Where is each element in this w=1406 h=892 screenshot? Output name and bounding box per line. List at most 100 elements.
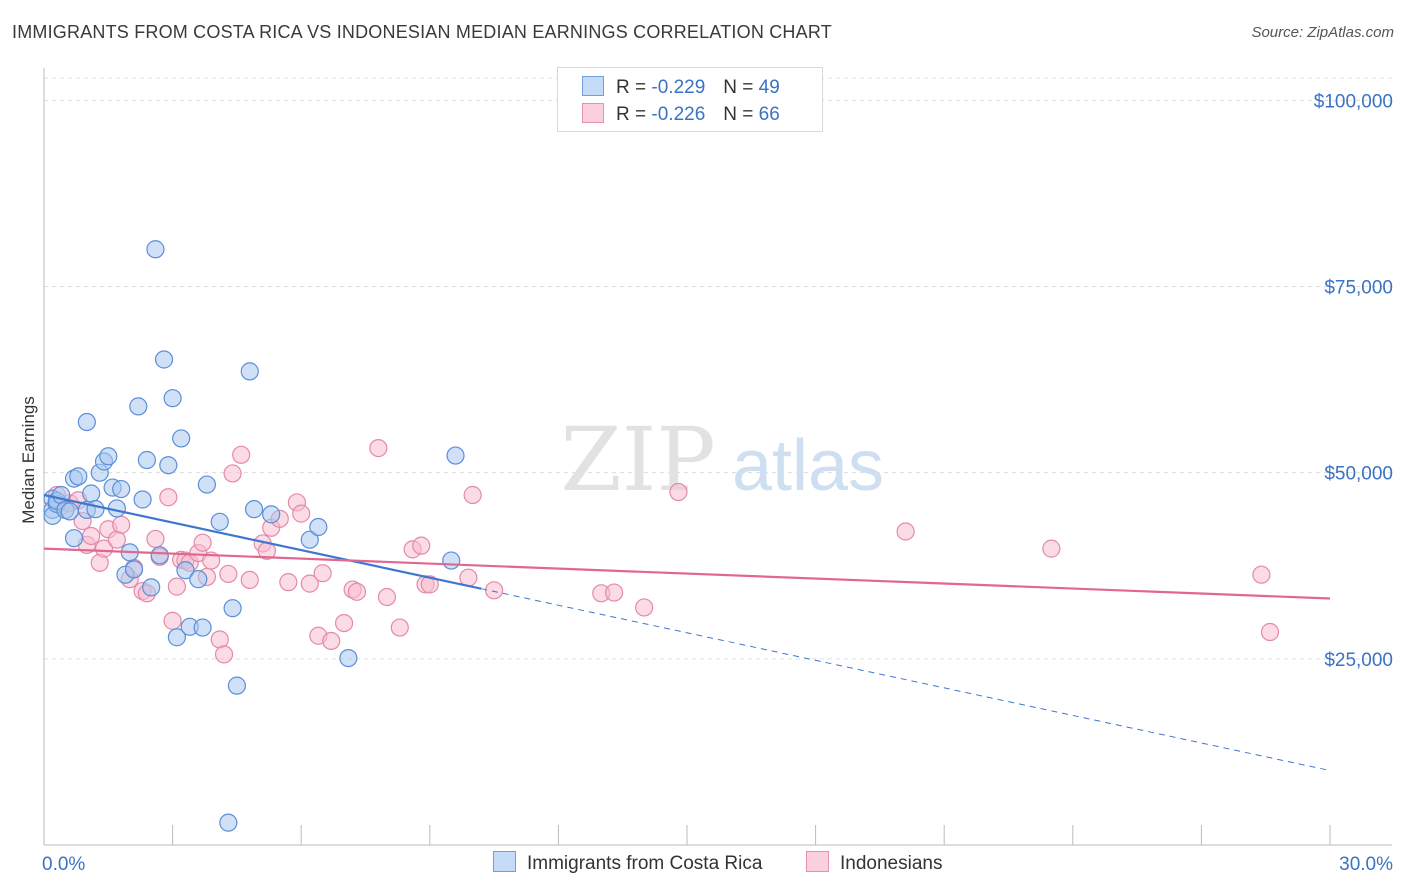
indonesians-point [412, 536, 431, 555]
indonesians-point [223, 464, 242, 483]
costa-rica-point [133, 490, 152, 509]
indonesians-point [240, 570, 259, 590]
legend-n-value: 49 [758, 77, 780, 98]
costa-rica-point [154, 350, 174, 369]
indonesians-point [1260, 622, 1280, 642]
indonesians-point [669, 482, 688, 502]
legend-swatch-pink [582, 103, 604, 123]
costa-rica-point [167, 628, 186, 647]
costa-rica-point [82, 484, 101, 503]
indonesians-point [635, 598, 654, 617]
costa-rica-point [159, 456, 178, 475]
costa-rica-point [142, 578, 161, 597]
indonesians-point [232, 445, 251, 464]
watermark: ZIP atlas [560, 408, 884, 511]
bottom-legend-indonesians: Indonesians [806, 851, 942, 875]
indonesians-point [347, 582, 367, 601]
tick-labels: $25,000 $50,000 $75,000 $100,000 0.0% 30.0% [42, 91, 1393, 875]
costa-rica-point [339, 648, 358, 668]
costa-rica-point [172, 429, 191, 448]
costa-rica-point [129, 397, 148, 416]
legend-row-indonesians: R = -0.226 N = 66 [582, 103, 780, 126]
costa-rica-point [77, 412, 96, 432]
chart-title: IMMIGRANTS FROM COSTA RICA VS INDONESIAN… [12, 22, 832, 42]
indonesians-point [300, 574, 319, 593]
x-tick-label: 0.0% [42, 854, 85, 875]
watermark-zip: ZIP [560, 408, 715, 511]
y-axis-label: Median Earnings [19, 396, 38, 524]
legend-n-label: N = [723, 104, 754, 125]
indonesians-point [112, 515, 131, 534]
costa-rica-point [210, 512, 229, 531]
costa-rica-point [69, 467, 88, 486]
indonesians-point [322, 631, 341, 651]
costa-rica-point [176, 561, 195, 580]
costa-rica-point [163, 389, 182, 408]
costa-rica-point [99, 447, 118, 466]
indonesians-point [896, 522, 915, 541]
costa-rica-point [442, 551, 461, 570]
costa-rica-point [189, 570, 208, 589]
indonesians-point [159, 488, 178, 507]
indonesians-point [292, 504, 311, 523]
legend-r-label: R = [616, 77, 647, 98]
source-credit: Source: ZipAtlas.com [1251, 24, 1394, 41]
indonesians-point [193, 533, 212, 552]
costa-rica-point [300, 530, 319, 549]
bottom-legend-label: Immigrants from Costa Rica [527, 853, 763, 874]
costa-rica-points [43, 240, 465, 832]
costa-rica-point [86, 500, 105, 519]
costa-rica-point [193, 618, 212, 637]
indonesians-point [420, 575, 439, 594]
indonesians-point [214, 645, 234, 664]
indonesians-point [1042, 539, 1061, 558]
bottom-legend-label: Indonesians [840, 853, 943, 874]
costa-rica-point [137, 450, 156, 470]
indonesians-point [1252, 565, 1271, 584]
costa-rica-trend-dashed [481, 588, 1331, 772]
costa-rica-trend-solid [43, 493, 482, 590]
indonesians-point [313, 564, 332, 583]
costa-rica-point [64, 529, 84, 548]
indonesians-point [163, 611, 182, 630]
bottom-legend-costa-rica: Immigrants from Costa Rica [493, 851, 762, 875]
indonesians-point [94, 539, 114, 558]
indonesians-point [390, 618, 409, 637]
costa-rica-point [262, 505, 281, 524]
legend-n-label: N = [723, 77, 754, 98]
indonesians-point [377, 587, 397, 607]
bottom-legend-swatch-blue [493, 851, 516, 872]
y-tick-label: $50,000 [1324, 464, 1393, 485]
x-tick-label: 30.0% [1339, 854, 1393, 875]
costa-rica-point [60, 502, 79, 521]
indonesians-point [334, 613, 354, 633]
y-tick-label: $75,000 [1324, 278, 1393, 299]
indonesians-point [82, 526, 101, 546]
costa-rica-point [124, 560, 144, 579]
indonesians-point [369, 438, 388, 458]
costa-rica-point [227, 676, 246, 695]
y-tick-label: $25,000 [1324, 650, 1393, 671]
legend-row-costa-rica: R = -0.229 N = 49 [582, 76, 780, 99]
costa-rica-point [219, 813, 238, 832]
legend-r-value: -0.226 [651, 104, 706, 125]
costa-rica-point [197, 475, 216, 494]
indonesians-points [47, 438, 1280, 664]
legend-n-value: 66 [758, 104, 780, 125]
legend-r-label: R = [616, 104, 647, 125]
indonesians-point [485, 581, 504, 600]
y-tick-label: $100,000 [1314, 91, 1393, 112]
costa-rica-point [244, 500, 264, 519]
indonesians-point [279, 573, 298, 592]
costa-rica-point [146, 240, 165, 259]
indonesians-point [605, 583, 624, 602]
axes [43, 68, 1392, 846]
watermark-atlas: atlas [732, 426, 884, 506]
indonesians-point [463, 485, 482, 505]
legend-r-value: -0.229 [651, 77, 706, 98]
costa-rica-point [446, 446, 465, 465]
costa-rica-point [150, 546, 169, 565]
indonesians-point [167, 577, 186, 596]
indonesians-point [146, 529, 165, 549]
